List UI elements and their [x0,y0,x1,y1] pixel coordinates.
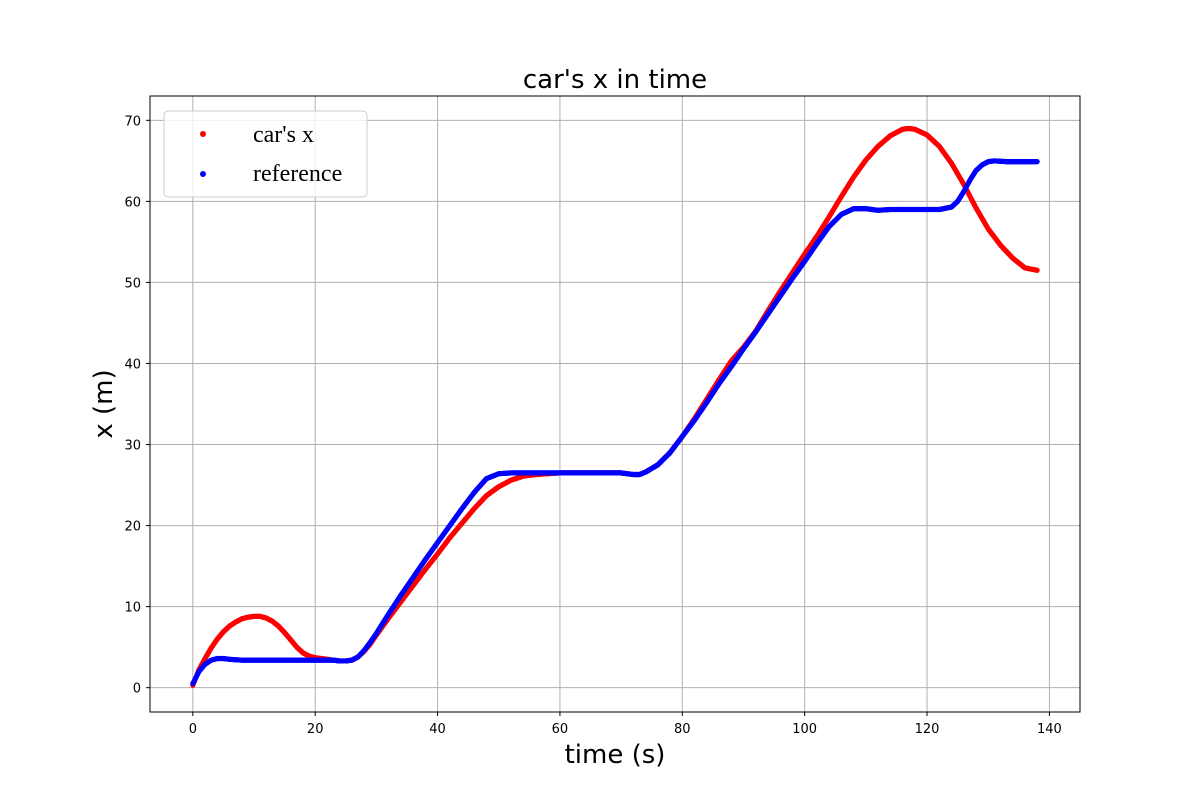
x-tick-label: 40 [429,722,446,737]
x-tick-label: 20 [307,722,324,737]
y-tick-label: 20 [124,520,141,535]
y-axis-label: x (m) [89,369,119,438]
grid [150,96,1080,712]
y-tick-label: 50 [124,276,141,291]
plot-frame [149,95,1081,713]
x-tick-label: 80 [674,722,691,737]
data-point [1034,267,1040,273]
legend-marker-reference [200,171,206,177]
x-tick-label: 120 [915,722,940,737]
series-layer [190,125,1040,688]
x-tick-label: 100 [792,722,817,737]
legend-box [163,110,368,198]
y-tick-label: 10 [124,601,141,616]
y-tick-label: 70 [124,114,141,129]
series-reference [190,158,1040,687]
legend-marker-cars-x [200,131,206,137]
x-axis-label: time (s) [565,740,666,770]
legend-label-reference: reference [253,161,342,187]
y-tick-label: 30 [124,439,141,454]
legend: car's x reference [163,110,368,198]
x-tick-label: 0 [189,722,197,737]
y-tick-label: 0 [133,682,141,697]
legend-label-cars-x: car's x [253,122,314,148]
chart-title: car's x in time [523,65,707,95]
data-point [1034,159,1040,165]
y-tick-label: 60 [124,195,141,210]
y-tick-label: 40 [124,357,141,372]
x-tick-label: 140 [1037,722,1062,737]
ticks: 0 20 40 60 80 100 120 140 0 10 20 30 40 50 60 70 [124,114,1061,737]
x-tick-label: 60 [552,722,569,737]
